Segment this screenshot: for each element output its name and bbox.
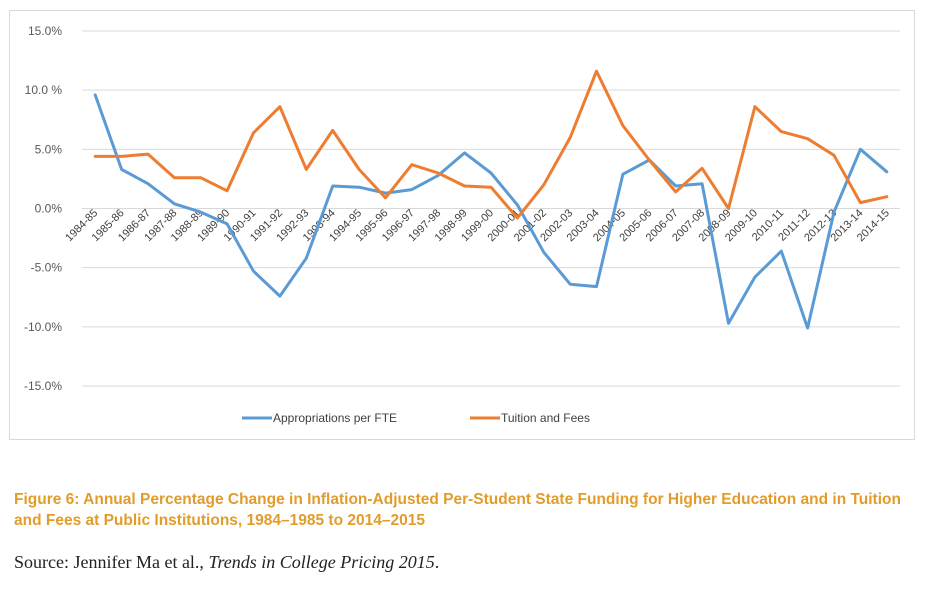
y-tick-label: 10.0 % <box>25 83 63 97</box>
y-tick-label: -10.0% <box>24 320 62 334</box>
y-tick-label: 15.0% <box>28 24 62 38</box>
source-title: Trends in College Pricing 2015 <box>208 552 435 572</box>
gridlines <box>82 30 900 387</box>
series-lines <box>93 69 889 330</box>
legend: Appropriations per FTE Tuition and Fees <box>242 411 590 425</box>
y-tick-label: 5.0% <box>35 142 63 156</box>
line-chart: 15.0% 10.0 % 5.0% 0.0% -5.0% -10.0% -15.0% 198… <box>24 24 900 425</box>
series-line-appropriations <box>93 93 889 330</box>
source-suffix: . <box>434 552 440 572</box>
source-prefix: Source: Jennifer Ma et al., <box>14 552 209 572</box>
source-citation: Source: Jennifer Ma et al., Trends in Co… <box>14 552 439 573</box>
chart-frame: 15.0% 10.0 % 5.0% 0.0% -5.0% -10.0% -15.0% 198… <box>9 10 915 440</box>
series-line-tuition <box>93 69 889 220</box>
y-axis-ticks: 15.0% 10.0 % 5.0% 0.0% -5.0% -10.0% -15.0% <box>24 24 62 393</box>
legend-label: Tuition and Fees <box>501 411 590 425</box>
legend-label: Appropriations per FTE <box>273 411 397 425</box>
y-tick-label: -15.0% <box>24 379 62 393</box>
x-axis-ticks: 1984-851985-861986-871987-881988-891989-… <box>63 207 892 244</box>
y-tick-label: 0.0% <box>35 202 63 216</box>
y-tick-label: -5.0% <box>31 261 63 275</box>
figure-caption: Figure 6: Annual Percentage Change in In… <box>14 491 901 529</box>
